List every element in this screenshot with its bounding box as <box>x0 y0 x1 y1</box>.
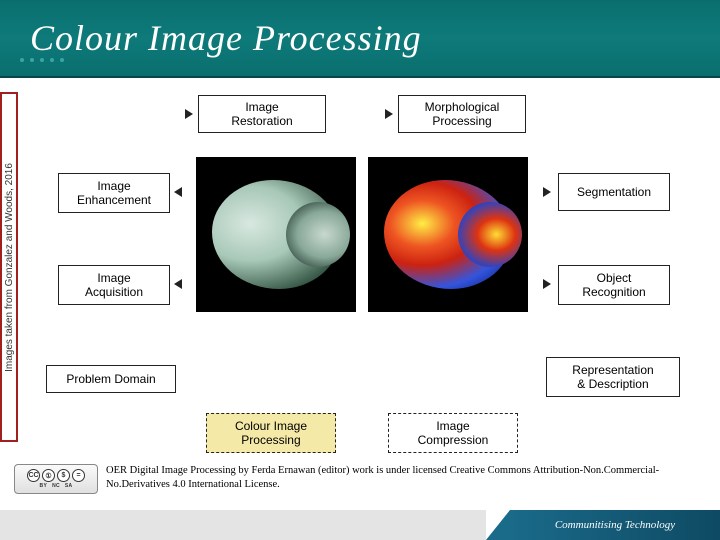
arrow-icon <box>543 187 551 197</box>
arrow-icon <box>185 109 193 119</box>
cc-badge-icon: CC ① $ = BY NC SA <box>14 464 98 494</box>
license-footer: CC ① $ = BY NC SA OER Digital Image Proc… <box>14 464 706 494</box>
license-text: OER Digital Image Processing by Ferda Er… <box>106 464 706 491</box>
box-image-restoration: ImageRestoration <box>198 95 326 133</box>
page-title: Colour Image Processing <box>30 17 422 59</box>
image-source-caption: Images taken from Gonzalez and Woods, 20… <box>0 92 18 442</box>
arrow-icon <box>385 109 393 119</box>
sample-image-grayscale <box>196 157 356 312</box>
box-image-compression: ImageCompression <box>388 413 518 453</box>
sample-image-colour <box>368 157 528 312</box>
box-image-acquisition: ImageAcquisition <box>58 265 170 305</box>
box-problem-domain: Problem Domain <box>46 365 176 393</box>
arrow-icon <box>174 187 182 197</box>
title-bar: Colour Image Processing <box>0 0 720 78</box>
tagline: Communitising Technology <box>510 510 720 540</box>
box-object-recognition: ObjectRecognition <box>558 265 670 305</box>
flow-diagram: ImageRestoration MorphologicalProcessing… <box>28 95 698 460</box>
arrow-icon <box>543 279 551 289</box>
bottom-bar: Communitising Technology <box>0 510 720 540</box>
box-colour-image-processing: Colour ImageProcessing <box>206 413 336 453</box>
title-decoration <box>20 58 64 62</box>
box-morphological: MorphologicalProcessing <box>398 95 526 133</box>
arrow-icon <box>174 279 182 289</box>
box-segmentation: Segmentation <box>558 173 670 211</box>
box-representation: Representation& Description <box>546 357 680 397</box>
box-image-enhancement: ImageEnhancement <box>58 173 170 213</box>
